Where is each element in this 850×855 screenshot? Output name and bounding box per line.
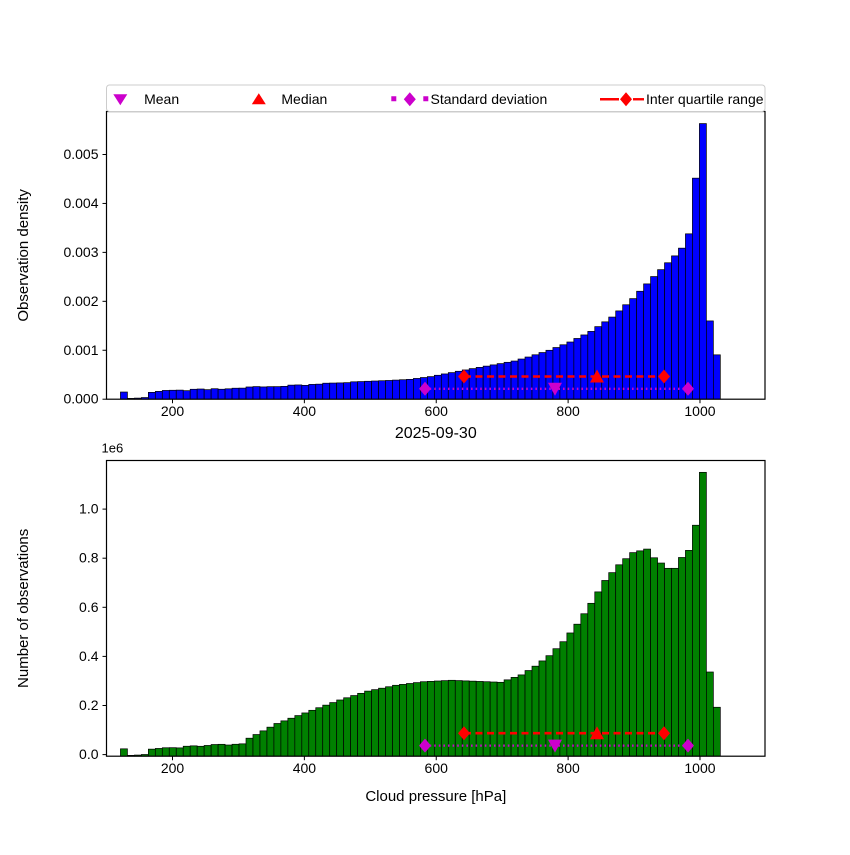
svg-text:2025-09-30: 2025-09-30 [395, 425, 477, 442]
svg-text:Observation density: Observation density [15, 189, 32, 322]
svg-text:0.8: 0.8 [79, 550, 99, 566]
svg-text:0.4: 0.4 [79, 648, 99, 664]
svg-text:400: 400 [293, 403, 317, 419]
svg-text:Number of observations: Number of observations [15, 529, 32, 688]
svg-text:200: 200 [161, 760, 185, 776]
svg-text:600: 600 [425, 760, 449, 776]
svg-text:0.2: 0.2 [79, 697, 99, 713]
svg-text:Median: Median [281, 91, 327, 107]
svg-text:Standard deviation: Standard deviation [431, 91, 548, 107]
svg-text:400: 400 [293, 760, 317, 776]
svg-text:800: 800 [556, 403, 580, 419]
svg-text:0.004: 0.004 [63, 195, 98, 211]
svg-text:0.005: 0.005 [63, 146, 98, 162]
svg-text:Mean: Mean [144, 91, 179, 107]
svg-text:Cloud pressure [hPa]: Cloud pressure [hPa] [365, 788, 506, 805]
svg-text:0.6: 0.6 [79, 599, 99, 615]
svg-text:0.002: 0.002 [63, 293, 98, 309]
svg-text:1000: 1000 [684, 760, 715, 776]
svg-text:800: 800 [556, 760, 580, 776]
svg-text:1.0: 1.0 [79, 501, 99, 517]
svg-text:0.000: 0.000 [63, 391, 98, 407]
svg-text:1000: 1000 [684, 403, 715, 419]
svg-text:1e6: 1e6 [102, 441, 124, 456]
svg-text:200: 200 [161, 403, 185, 419]
svg-text:0.0: 0.0 [79, 746, 99, 762]
svg-text:600: 600 [425, 403, 449, 419]
svg-text:0.001: 0.001 [63, 342, 98, 358]
svg-text:0.003: 0.003 [63, 244, 98, 260]
svg-text:Inter quartile range: Inter quartile range [646, 91, 764, 107]
